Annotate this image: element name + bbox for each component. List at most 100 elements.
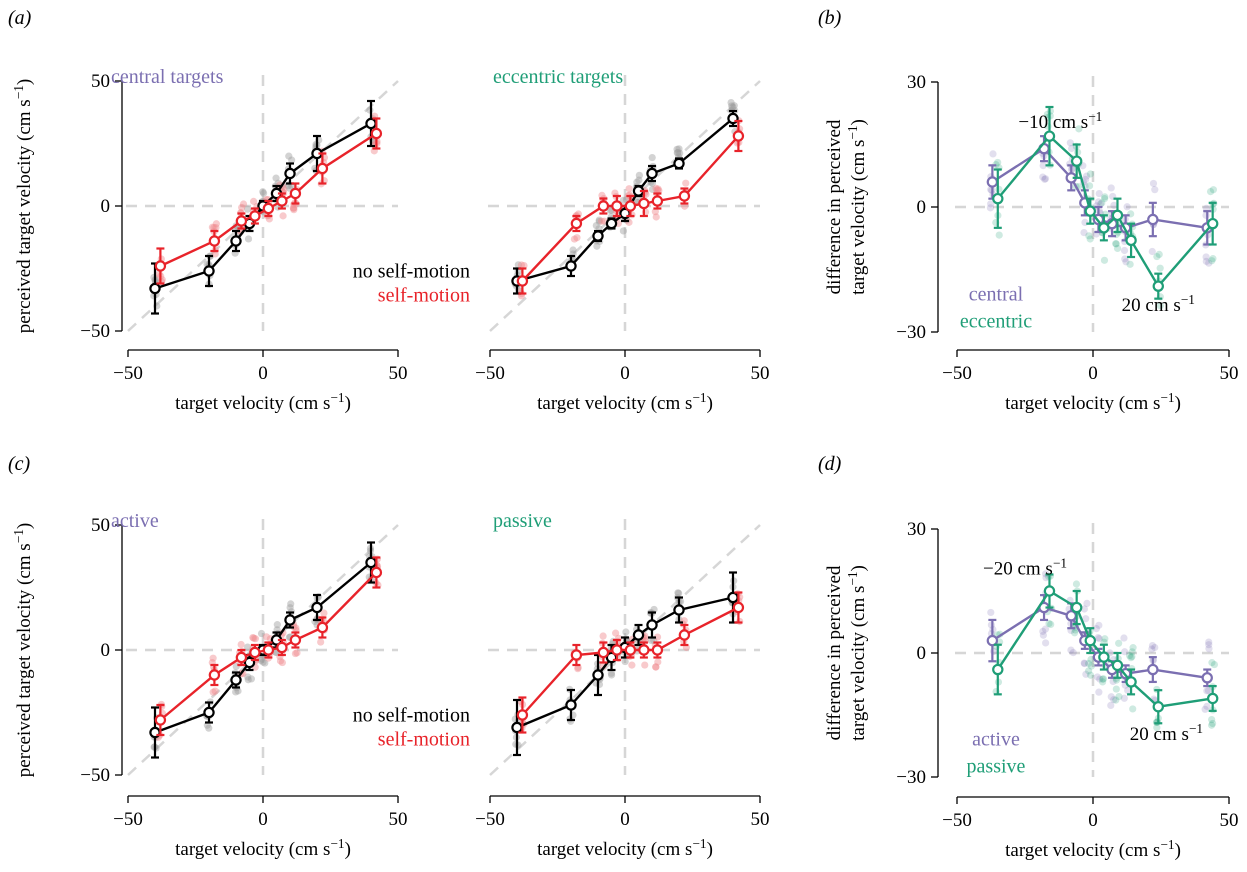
raw-trial-dot [674,148,682,157]
data-point-self_motion [208,669,221,681]
raw-trial-dot [292,624,300,632]
raw-trial-dot [279,212,287,220]
raw-trial-dot [1109,677,1117,685]
data-point-self_motion [289,187,302,200]
raw-trial-dot [1155,250,1163,258]
raw-trial-dot [1099,678,1107,686]
raw-trial-dot [1120,246,1129,255]
raw-trial-dot [569,246,577,254]
data-point-no_self_motion [284,614,296,626]
raw-trial-dot [1039,173,1047,181]
data-point-self_motion [249,210,261,222]
data-point-self_motion [154,714,167,726]
raw-trial-dot [652,663,660,671]
subplot-title: eccentric targets [493,66,623,88]
data-point-self_motion [638,644,650,656]
raw-trial-dot [1067,144,1076,153]
raw-trial-dot [244,676,252,684]
annotation: 20 cm s−1 [1122,292,1195,317]
raw-trial-dot [238,203,246,212]
raw-trial-dot [675,145,683,153]
data-point-no_self_motion [230,235,242,247]
raw-trial-dot [653,186,661,194]
series-line-self_motion [521,606,739,716]
raw-trial-dot [1041,175,1049,183]
raw-trial-dot [650,605,658,614]
x-axis-label: target velocity (cm s−1) [175,836,351,861]
chart-b: −50 0 50 target velocity (cm s−1) −30 0 30 diff… [824,72,1239,414]
data-point-no_self_motion [632,629,645,641]
annotation: 20 cm s−1 [1130,720,1203,745]
raw-trial-dot [1206,188,1215,196]
raw-trial-dot [1148,247,1156,256]
legend-entry-no_self_motion: no self-motion [353,261,470,283]
raw-trial-dot [619,196,627,204]
data-point-self_motion [235,651,248,664]
raw-trial-dot [1115,639,1123,647]
x-tick-label: −50 [475,363,505,384]
raw-trial-dot [597,217,606,225]
data-point-eccentric [1043,585,1056,597]
raw-trial-dot [1107,184,1115,192]
raw-trial-dot [1110,696,1118,704]
chart-a-eccentric: −50 0 50 target velocity (cm s−1) eccentric … [353,66,770,414]
raw-trial-dot [212,223,220,232]
chart-c-active: −50 0 50 target velocity (cm s−1) −50 0 50 perc… [11,510,408,860]
data-point-self_motion [154,260,167,272]
raw-trial-dot [1099,675,1108,683]
raw-trial-dot [1080,659,1088,667]
data-point-self_motion [732,601,745,614]
data-point-self_motion [597,646,610,659]
raw-trial-dot [210,224,218,232]
data-point-self_motion [289,634,302,646]
raw-trial-dot [1041,175,1050,183]
annotation: −10 cm s−1 [1018,108,1102,133]
raw-trial-dot [1121,648,1129,656]
data-point-no_self_motion [605,217,618,230]
legend-entry-self_motion: self-motion [378,729,470,751]
raw-trial-dot [647,636,656,645]
x-tick-label: 50 [1220,363,1239,384]
raw-trial-dot [1094,198,1103,206]
raw-trial-dot [211,687,219,695]
data-point-no_self_motion [673,157,685,170]
raw-trial-dot [1151,643,1159,652]
chart-a-central: −50 0 50 target velocity (cm s−1) −50 0 50 perc… [11,66,408,414]
data-point-central [1147,663,1159,676]
raw-trial-dot [1110,201,1118,209]
raw-trial-dot [1086,235,1094,243]
data-point-central [1201,672,1213,684]
raw-trial-dot [1107,693,1115,701]
legend-entry-no_self_motion: no self-motion [353,705,470,727]
x-tick-label: 0 [1088,810,1098,831]
data-point-self_motion [651,195,664,207]
raw-trial-dot [1128,652,1136,661]
raw-trial-dot [1095,621,1103,629]
raw-trial-dot [1208,715,1216,724]
raw-trial-dot [1042,574,1050,582]
raw-trial-dot [1082,172,1091,180]
raw-trial-dot [262,633,271,641]
y-axis-label: perceived target velocity (cm s−1) [11,79,36,333]
y-axis-label: difference in perceived [824,565,845,740]
raw-trial-dot [727,98,735,107]
legend: active passive [967,729,1026,778]
raw-trial-dot [232,688,240,696]
data-point-eccentric [1111,209,1124,222]
data-point-no_self_motion [646,619,658,631]
x-tick-label: 0 [620,809,630,830]
raw-trial-dot [276,657,285,665]
raw-trial-dot [612,629,620,637]
data-point-self_motion [208,235,221,247]
legend-entry-eccentric: passive [967,756,1026,778]
raw-trial-dot [987,608,995,617]
subplot-title: passive [493,510,552,532]
raw-trial-dot [1112,240,1120,248]
raw-trial-dot [512,740,520,748]
data-point-eccentric [1070,155,1083,167]
raw-trial-dot [517,261,526,269]
raw-trial-dot [607,671,616,679]
raw-trial-dot [598,191,606,200]
raw-trial-dot [1209,255,1217,263]
